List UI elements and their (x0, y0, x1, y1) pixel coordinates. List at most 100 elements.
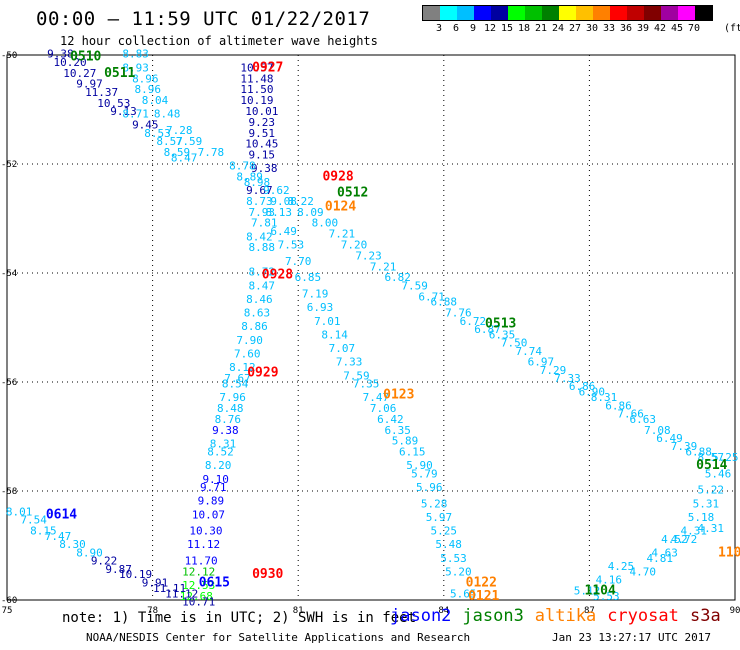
swh-reading: 10.27 (63, 67, 96, 80)
page-subtitle: 12 hour collection of altimeter wave hei… (60, 34, 378, 48)
pass-time-label: 0927 (252, 60, 283, 75)
swh-reading: 11.70 (185, 555, 218, 568)
color-scale-swatches (422, 5, 713, 21)
swh-reading: 8.52 (207, 446, 234, 459)
swh-reading: 8.59 (164, 146, 191, 159)
swh-reading: 4.72 (671, 533, 698, 546)
swh-reading: 6.63 (630, 413, 657, 426)
swh-reading: 6.88 (431, 296, 458, 309)
swh-reading: 7.70 (285, 255, 312, 268)
lat-tick-label: -52 (1, 160, 17, 170)
swh-reading: 7.54 (20, 514, 47, 527)
swh-reading: 8.31 (210, 437, 237, 450)
swh-reading: 10.45 (245, 138, 278, 151)
color-swatch (559, 6, 576, 20)
swh-reading: 6.93 (307, 301, 334, 314)
color-swatch (491, 6, 508, 20)
map-tick-labels: 75 78 81 84 87 90 -50 -52 -54 -56 -58 -60 (1, 51, 740, 616)
swh-reading: 5.25 (431, 525, 458, 538)
color-swatch (542, 6, 559, 20)
swh-reading: 4.81 (647, 552, 674, 565)
swh-reading: 7.53 (278, 238, 305, 251)
swh-reading: 8.98 (244, 176, 271, 189)
swh-reading: 5.65 (450, 587, 477, 600)
color-swatch (508, 6, 525, 20)
swh-reading: 4.31 (680, 525, 707, 538)
swh-reading: 9.38 (47, 48, 74, 61)
swh-reading: 7.47 (45, 530, 72, 543)
legend-item-altika: altika (534, 606, 597, 626)
swh-readings: 9.3810.2010.279.9711.3710.539.139.458.83… (6, 48, 739, 609)
map-frame (6, 54, 736, 601)
swh-reading: 9.45 (132, 119, 159, 132)
swh-reading: 7.50 (501, 337, 528, 350)
color-swatch (678, 6, 695, 20)
pass-time-label: 0514 (696, 458, 727, 473)
swh-reading: 8.48 (154, 108, 181, 121)
swh-reading: 11.37 (85, 86, 118, 99)
swh-reading: 5.48 (435, 538, 462, 551)
pass-time-label: 0513 (485, 317, 516, 332)
lon-tick-label: 90 (730, 606, 740, 616)
color-scale-label: 45 (670, 23, 684, 34)
lat-tick-label: -50 (1, 51, 17, 61)
color-swatch (440, 6, 457, 20)
swh-reading: 5.28 (421, 497, 448, 510)
swh-reading: 7.78 (198, 146, 225, 159)
swh-reading: 11.48 (240, 72, 273, 85)
swh-reading: 7.66 (617, 407, 644, 420)
swh-reading: 7.59 (176, 135, 203, 148)
swh-reading: 6.15 (399, 446, 426, 459)
swh-reading: 9.91 (142, 576, 169, 589)
page-title: 00:00 – 11:59 UTC 01/22/2017 (36, 8, 371, 30)
lat-tick-label: -54 (1, 269, 17, 279)
color-scale-label: 15 (500, 23, 514, 34)
swh-reading: 4.16 (596, 574, 623, 587)
color-scale-label: 9 (469, 23, 477, 34)
swh-reading: 8.57 (156, 135, 183, 148)
pass-time-label: 0512 (337, 186, 368, 201)
swh-reading: 9.62 (263, 184, 290, 197)
pass-time-label: 110 (718, 545, 740, 560)
swh-reading: 12.12 (182, 565, 215, 578)
swh-reading: 5.46 (705, 467, 732, 480)
swh-reading: 9.13 (110, 105, 137, 118)
swh-reading: 6.97 (528, 356, 555, 369)
swh-reading: 7.29 (540, 364, 567, 377)
color-swatch (525, 6, 542, 20)
swh-reading: 5.18 (688, 511, 715, 524)
swh-reading: 9.97 (76, 78, 103, 91)
swh-reading: 7.06 (370, 402, 397, 415)
swh-reading: 5.53 (593, 590, 620, 603)
swh-reading: 9.38 (251, 162, 278, 175)
swh-reading: 7.59 (343, 369, 370, 382)
swh-reading: 7.20 (341, 238, 368, 251)
swh-reading: 8.73 (246, 195, 273, 208)
pass-time-label: 0123 (383, 387, 414, 402)
swh-reading: 5.96 (416, 481, 443, 494)
color-scale-label: 12 (483, 23, 497, 34)
swh-reading: 9.10 (202, 473, 229, 486)
swh-reading: 8.12 (229, 361, 256, 374)
color-scale-label: 27 (568, 23, 582, 34)
swh-reading: 8.57 (697, 451, 724, 464)
legend-item-jason2: jason2 (390, 606, 452, 626)
swh-reading: 7.93 (249, 206, 276, 219)
swh-reading: 6.35 (384, 424, 411, 437)
swh-reading: 11.12 (165, 587, 198, 600)
swh-reading: 9.67 (246, 184, 273, 197)
swh-reading: 8.31 (591, 391, 618, 404)
lon-tick-label: 75 (2, 606, 13, 616)
swh-reading: 5.12 (574, 585, 601, 598)
swh-reading: 7.60 (234, 347, 261, 360)
swh-reading: 5.90 (406, 459, 433, 472)
swh-reading: 7.90 (236, 334, 263, 347)
swh-reading: 8.13 (266, 206, 293, 219)
swh-reading: 8.09 (297, 206, 324, 219)
swh-reading: 8.04 (142, 94, 169, 107)
swh-reading: 6.88 (685, 446, 712, 459)
swh-reading: 6.42 (377, 413, 404, 426)
swh-reading: 8.01 (6, 506, 33, 519)
generated-timestamp: Jan 23 13:27:17 UTC 2017 (552, 631, 711, 644)
swh-reading: 7.74 (515, 345, 542, 358)
